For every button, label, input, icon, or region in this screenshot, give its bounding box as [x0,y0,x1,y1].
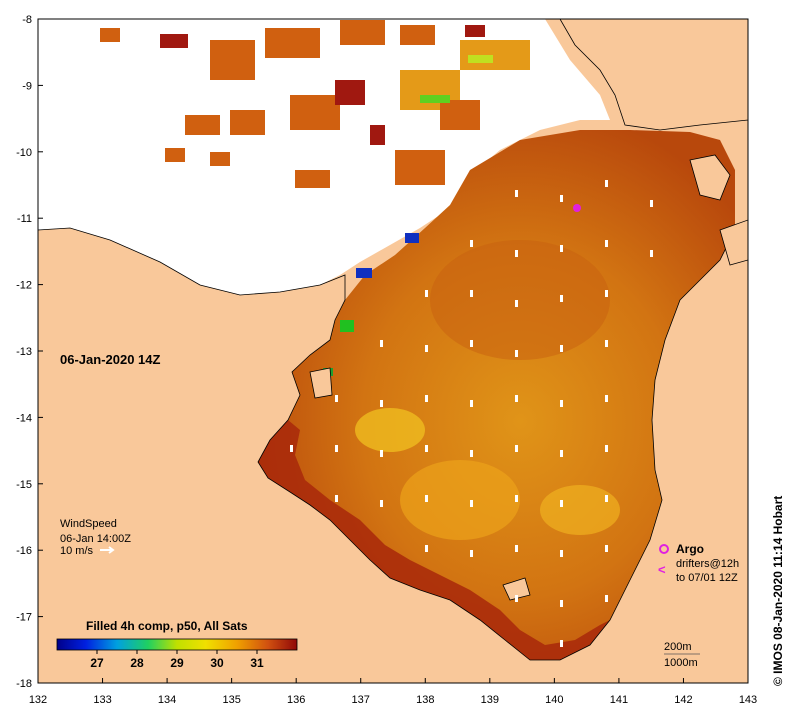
y-tick-label: -17 [16,612,32,624]
x-tick-label: 135 [222,694,240,706]
x-tick-label: 143 [739,694,757,706]
colorbar [56,638,298,651]
wind-time: 06-Jan 14:00Z [60,533,131,545]
x-tick-label: 136 [287,694,305,706]
x-tick-label: 138 [416,694,434,706]
argo-label: Argo [676,542,704,556]
y-tick-label: -11 [17,213,32,225]
cool-patch [540,485,620,535]
colorbar-tick-label: 27 [90,656,104,670]
x-tick-label: 137 [352,694,370,706]
northern-sst-fragments [100,20,725,188]
colorbar-tick-label: 31 [250,656,264,670]
x-tick-label: 141 [610,694,628,706]
x-tick-label: 140 [545,694,563,706]
y-tick-label: -8 [22,14,32,26]
y-tick-label: -12 [16,280,32,292]
x-axis: 132 133 134 135 136 137 138 139 140 141 142 143 [29,678,757,706]
drifter-legend-icon: < [658,562,666,577]
y-tick-label: -13 [16,346,32,358]
cool-patch [400,460,520,540]
y-tick-label: -18 [16,678,32,690]
y-tick-label: -16 [16,545,32,557]
cool-patch [430,240,610,360]
argo-float-marker [573,204,581,212]
y-tick-label: -10 [16,147,32,159]
colorbar-title: Filled 4h comp, p50, All Sats [86,619,248,633]
colorbar-tick-label: 28 [130,656,144,670]
colorbar-tick-label: 30 [210,656,224,670]
y-axis: -8 -9 -10 -11 -12 -13 -14 -15 -16 -17 -18 [16,14,43,690]
x-tick-label: 133 [93,694,111,706]
coastline-islands [38,19,748,683]
colorbar-tick-label: 29 [170,656,184,670]
cool-patch [355,408,425,452]
y-tick-label: -9 [22,80,32,92]
argo-legend-icon [659,544,669,554]
wind-title: WindSpeed [60,518,117,530]
credit: © IMOS 08-Jan-2020 11:14 Hobart [771,496,785,686]
x-tick-label: 134 [158,694,176,706]
wind-scale: 10 m/s [60,545,94,557]
y-tick-label: -14 [16,412,32,424]
wind-arrows [290,180,653,647]
colorbar-ticks: 27 28 29 30 31 [90,650,264,670]
x-tick-label: 139 [481,694,499,706]
contour-1000m: 1000m [664,657,698,669]
date-label: 06-Jan-2020 14Z [60,352,161,367]
coastal-warm-band [258,420,610,660]
gulf-sst [258,130,735,660]
x-tick-label: 132 [29,694,47,706]
contour-200m: 200m [664,641,692,653]
drifters-to-label: to 07/01 12Z [676,572,738,584]
wind-scale-arrow-icon [100,546,115,554]
x-tick-label: 142 [674,694,692,706]
no-data-region [38,19,748,295]
y-tick-label: -15 [16,479,32,491]
drifters-label: drifters@12h [676,558,739,570]
